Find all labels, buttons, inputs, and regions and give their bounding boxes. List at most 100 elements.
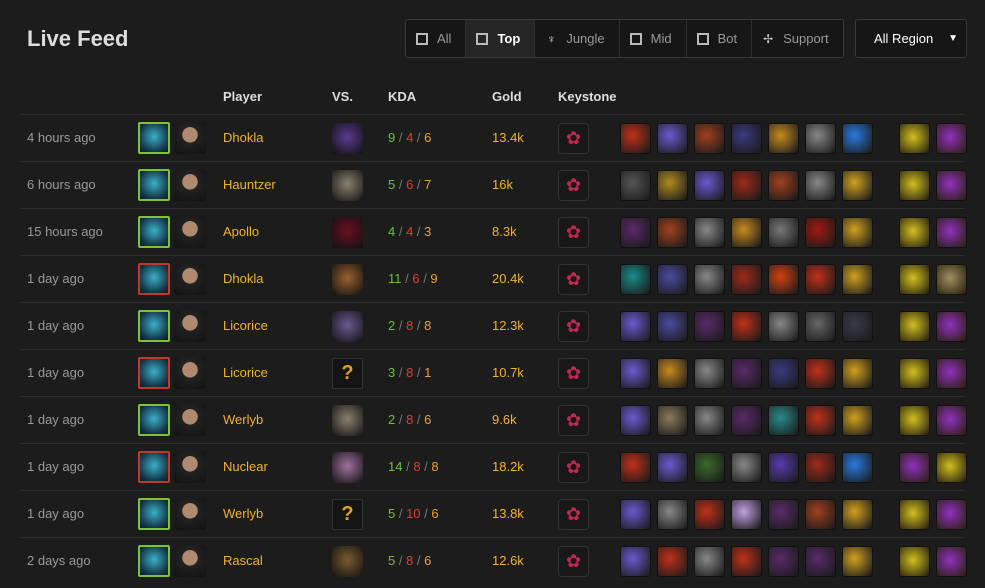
item-icon	[620, 452, 651, 483]
item-icon	[768, 358, 799, 389]
player-avatar	[174, 216, 206, 248]
item-icon	[620, 264, 651, 295]
role-label: Top	[497, 31, 521, 46]
item-icon	[620, 499, 651, 530]
item-icon	[731, 170, 762, 201]
item-icon	[768, 452, 799, 483]
item-icon	[768, 499, 799, 530]
item-icon	[657, 452, 688, 483]
item-icon	[731, 123, 762, 154]
table-row[interactable]: 2 days ago Rascal 5 / 8 / 6 12.6k ✿	[20, 537, 967, 584]
summoner-spell-icon	[899, 405, 930, 436]
summoner-spell-icon	[936, 264, 967, 295]
opponent-champion-icon	[332, 405, 363, 436]
unknown-opponent-icon: ?	[332, 358, 363, 389]
tab-top[interactable]: Top	[466, 20, 536, 57]
opponent-champion-icon	[332, 452, 363, 483]
region-select[interactable]: All Region ▼	[855, 19, 967, 58]
item-icon	[768, 123, 799, 154]
item-icon	[694, 170, 725, 201]
player-name[interactable]: Rascal	[223, 553, 263, 568]
item-icon	[768, 217, 799, 248]
player-name[interactable]: Licorice	[223, 318, 268, 333]
item-icon	[842, 358, 873, 389]
champion-icon	[138, 263, 170, 295]
tab-mid[interactable]: Mid	[620, 20, 687, 57]
item-icon	[694, 217, 725, 248]
item-icon	[657, 264, 688, 295]
item-icon	[805, 405, 836, 436]
table-row[interactable]: 1 day ago Werlyb? 5 / 10 / 6 13.8k ✿	[20, 490, 967, 537]
role-label: All	[437, 31, 452, 46]
match-time: 2 days ago	[27, 553, 91, 568]
gold: 9.6k	[492, 412, 517, 427]
champion-icon	[138, 216, 170, 248]
table-row[interactable]: 1 day ago Nuclear 14 / 8 / 8 18.2k ✿	[20, 443, 967, 490]
kda: 5 / 10 / 6	[388, 506, 439, 521]
player-name[interactable]: Licorice	[223, 365, 268, 380]
keystone-icon: ✿	[558, 123, 589, 154]
gold: 12.6k	[492, 553, 524, 568]
item-icon	[805, 170, 836, 201]
table-row[interactable]: 4 hours ago Dhokla 9 / 4 / 6 13.4k ✿	[20, 114, 967, 161]
item-icon	[620, 217, 651, 248]
player-name[interactable]: Werlyb	[223, 412, 264, 427]
table-row[interactable]: 1 day ago Dhokla 11 / 6 / 9 20.4k ✿	[20, 255, 967, 302]
tab-jungle[interactable]: ♆ Jungle	[535, 20, 620, 57]
tab-bot[interactable]: Bot	[687, 20, 753, 57]
champion-icon	[138, 404, 170, 436]
item-icon	[657, 311, 688, 342]
item-icon	[805, 311, 836, 342]
table-row[interactable]: 6 hours ago Hauntzer 5 / 6 / 7 16k ✿	[20, 161, 967, 208]
champion-icon	[138, 451, 170, 483]
table-row[interactable]: 1 day ago Werlyb 2 / 8 / 6 9.6k ✿	[20, 396, 967, 443]
table-row[interactable]: 15 hours ago Apollo 4 / 4 / 3 8.3k ✿	[20, 208, 967, 255]
gold: 13.8k	[492, 506, 524, 521]
item-icon	[731, 264, 762, 295]
item-icon	[805, 264, 836, 295]
opponent-champion-icon	[332, 264, 363, 295]
match-time: 1 day ago	[27, 459, 85, 474]
summoner-spell-icon	[899, 123, 930, 154]
tab-support[interactable]: ✢ Support	[752, 20, 843, 57]
player-name[interactable]: Hauntzer	[223, 177, 276, 192]
item-icon	[805, 546, 836, 577]
bot-role-icon	[696, 32, 709, 45]
item-icon	[731, 452, 762, 483]
keystone-icon: ✿	[558, 546, 589, 577]
player-name[interactable]: Dhokla	[223, 130, 264, 145]
match-time: 1 day ago	[27, 318, 85, 333]
item-icon	[842, 499, 873, 530]
player-name[interactable]: Werlyb	[223, 506, 264, 521]
player-name[interactable]: Dhokla	[223, 271, 264, 286]
table-row[interactable]: 1 day ago Licorice? 3 / 8 / 1 10.7k ✿	[20, 349, 967, 396]
match-time: 4 hours ago	[27, 130, 96, 145]
item-icon	[731, 499, 762, 530]
item-icon	[731, 405, 762, 436]
item-icon	[694, 405, 725, 436]
item-icon	[805, 358, 836, 389]
player-name[interactable]: Apollo	[223, 224, 260, 239]
top-role-icon	[476, 32, 489, 45]
keystone-icon: ✿	[558, 499, 589, 530]
opponent-champion-icon	[332, 217, 363, 248]
role-label: Support	[783, 31, 829, 46]
opponent-champion-icon	[332, 311, 363, 342]
opponent-champion-icon	[332, 170, 363, 201]
player-name[interactable]: Nuclear	[223, 459, 268, 474]
item-icon	[657, 217, 688, 248]
player-avatar	[174, 122, 206, 154]
summoner-spell-icon	[936, 217, 967, 248]
player-avatar	[174, 263, 206, 295]
kda: 2 / 8 / 8	[388, 318, 432, 333]
item-icon	[768, 170, 799, 201]
item-icon	[657, 170, 688, 201]
tab-all[interactable]: All	[406, 20, 467, 57]
match-time: 1 day ago	[27, 412, 85, 427]
item-icon	[694, 358, 725, 389]
header-vs: VS.	[332, 89, 353, 104]
table-row[interactable]: 1 day ago Licorice 2 / 8 / 8 12.3k ✿	[20, 302, 967, 349]
match-time: 6 hours ago	[27, 177, 96, 192]
item-icon	[805, 452, 836, 483]
item-icon	[694, 499, 725, 530]
